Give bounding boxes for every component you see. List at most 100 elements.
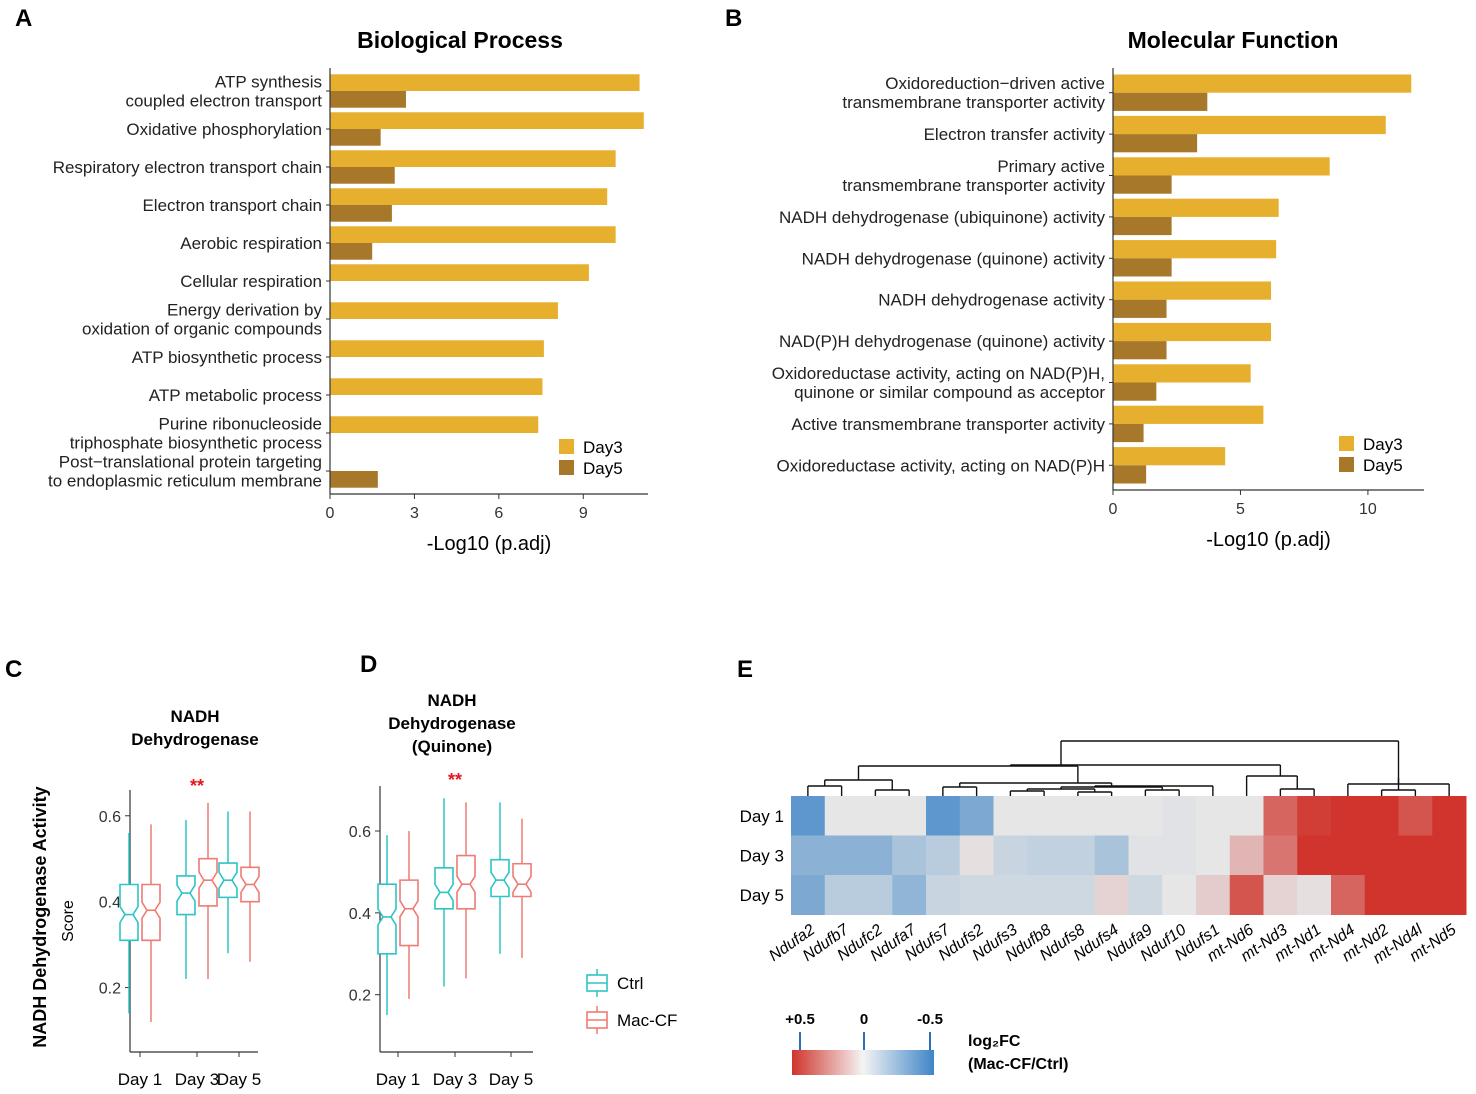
bar-day5-0 bbox=[330, 91, 406, 108]
bar-day5-9 bbox=[1113, 465, 1147, 484]
category-label: Aerobic respiration bbox=[180, 234, 322, 253]
category-label: NADH dehydrogenase activity bbox=[878, 291, 1105, 310]
legend-label-day3: Day3 bbox=[583, 438, 623, 457]
heat-cell-r1-c16 bbox=[1331, 835, 1366, 876]
box-mac-cf-day-3 bbox=[198, 857, 218, 907]
heat-cell-r2-c7 bbox=[1027, 875, 1062, 915]
bar-day3-0 bbox=[1113, 74, 1412, 93]
heat-cell-r1-c19 bbox=[1432, 835, 1467, 876]
category-label: Cellular respiration bbox=[180, 272, 322, 291]
bar-day3-7 bbox=[330, 340, 544, 357]
box-legend: Ctrl Mac-CF bbox=[586, 969, 677, 1034]
box-ctrl-day-1 bbox=[377, 883, 397, 955]
legend-label-mac-cf: Mac-CF bbox=[617, 1011, 677, 1030]
heat-cell-r2-c13 bbox=[1229, 875, 1264, 915]
chart-title: Molecular Function bbox=[1128, 27, 1339, 53]
chart-title: NADH bbox=[427, 691, 476, 710]
panel-label-b: B bbox=[725, 5, 742, 32]
x-tick-label: 5 bbox=[1236, 501, 1245, 518]
heat-cell-r1-c13 bbox=[1229, 835, 1264, 876]
heat-cell-r1-c11 bbox=[1162, 835, 1197, 876]
heat-cell-r1-c2 bbox=[858, 835, 893, 876]
y-tick-label: 0.4 bbox=[99, 895, 121, 912]
legend-label-day5: Day5 bbox=[583, 459, 623, 478]
y-tick-label: 0.6 bbox=[99, 809, 121, 826]
heat-cell-r0-c2 bbox=[858, 796, 893, 836]
y-tick-label: 0.2 bbox=[349, 988, 371, 1005]
category-label: Energy derivation by bbox=[167, 301, 322, 320]
bar-day5-1 bbox=[330, 129, 381, 146]
bar-day3-8 bbox=[1113, 405, 1264, 424]
heat-cell-r0-c11 bbox=[1162, 796, 1197, 836]
panel-label-e: E bbox=[737, 656, 753, 683]
heat-cell-r0-c3 bbox=[892, 796, 927, 836]
heat-cell-r2-c6 bbox=[993, 875, 1028, 915]
heat-cell-r2-c9 bbox=[1094, 875, 1129, 915]
box-ctrl-day-3 bbox=[176, 875, 196, 916]
heat-cell-r1-c18 bbox=[1398, 835, 1433, 876]
category-label: NAD(P)H dehydrogenase (quinone) activity bbox=[779, 332, 1105, 351]
chart-molecular-function: Molecular Function Oxidoreduction−driven … bbox=[772, 27, 1424, 551]
category-label: to endoplasmic reticulum membrane bbox=[48, 472, 322, 491]
bar-day3-0 bbox=[330, 74, 640, 91]
row-label: Day 3 bbox=[740, 846, 784, 865]
panel-label-d: D bbox=[360, 651, 377, 678]
bar-day5-4 bbox=[1113, 258, 1172, 277]
bar-day5-8 bbox=[1113, 423, 1144, 443]
box-ctrl-day-1 bbox=[119, 883, 139, 942]
heat-cell-r1-c4 bbox=[926, 835, 961, 876]
heat-cell-r0-c16 bbox=[1331, 796, 1366, 836]
legend-swatch-day5 bbox=[1339, 457, 1354, 472]
bar-day3-5 bbox=[1113, 281, 1272, 300]
x-tick-label: 10 bbox=[1359, 501, 1377, 518]
panel-label-c: C bbox=[5, 656, 22, 683]
heat-cell-r2-c19 bbox=[1432, 875, 1467, 915]
heat-cell-r2-c15 bbox=[1297, 875, 1332, 915]
box-mac-cf-day-1 bbox=[399, 879, 419, 947]
chart-nadh-dehydrogenase-box: NADH Dehydrogenase 0.2 0.4 0.6 Score Day 1 Day … bbox=[30, 707, 261, 1089]
category-label: Post−translational protein targeting bbox=[59, 453, 322, 472]
category-label: ATP metabolic process bbox=[149, 386, 322, 405]
heat-cell-r2-c12 bbox=[1196, 875, 1231, 915]
category-label: Respiratory electron transport chain bbox=[53, 158, 322, 177]
heat-cell-r0-c7 bbox=[1027, 796, 1062, 836]
x-tick-label: 0 bbox=[1109, 501, 1118, 518]
category-label: Oxidoreductase activity, acting on NAD(P… bbox=[772, 364, 1105, 383]
bar-day5-6 bbox=[1113, 341, 1167, 360]
legend-tick-label: +0.5 bbox=[785, 1011, 815, 1028]
category-label: Oxidoreduction−driven active bbox=[885, 74, 1105, 93]
x-tick-label: 9 bbox=[579, 505, 588, 522]
category-label: NADH dehydrogenase (ubiquinone) activity bbox=[779, 208, 1106, 227]
legend-colorbar bbox=[792, 1050, 934, 1075]
bar-day3-6 bbox=[1113, 322, 1272, 342]
chart-title: Biological Process bbox=[357, 27, 563, 53]
legend-label-day5: Day5 bbox=[1363, 456, 1403, 475]
y-tick-label: 0.2 bbox=[99, 981, 121, 998]
heat-cell-r2-c14 bbox=[1263, 875, 1298, 915]
bar-day5-2 bbox=[1113, 175, 1172, 194]
heat-cell-r1-c17 bbox=[1364, 835, 1399, 876]
significance-marker: ** bbox=[190, 776, 204, 796]
bar-day3-2 bbox=[330, 150, 616, 167]
heat-cell-r0-c15 bbox=[1297, 796, 1332, 836]
bar-day5-10 bbox=[330, 471, 378, 488]
category-label: triphosphate biosynthetic process bbox=[70, 434, 322, 453]
bar-day3-3 bbox=[330, 188, 608, 205]
heat-cell-r1-c0 bbox=[791, 835, 826, 876]
chart-title: (Quinone) bbox=[412, 737, 492, 756]
bar-day3-2 bbox=[1113, 157, 1330, 176]
y-tick-label: 0.6 bbox=[349, 824, 371, 841]
legend-tick-label: 0 bbox=[860, 1011, 868, 1028]
bar-day3-5 bbox=[330, 264, 589, 281]
heat-cell-r1-c8 bbox=[1061, 835, 1096, 876]
bar-day3-1 bbox=[330, 112, 644, 129]
heat-cell-r0-c1 bbox=[824, 796, 859, 836]
heat-cell-r0-c10 bbox=[1128, 796, 1163, 836]
x-axis-label: -Log10 (p.adj) bbox=[1206, 529, 1331, 551]
bar-day3-4 bbox=[330, 226, 616, 243]
y-axis-title: NADH Dehydrogenase Activity bbox=[30, 786, 50, 1047]
heat-cell-r1-c9 bbox=[1094, 835, 1129, 876]
category-label: Purine ribonucleoside bbox=[159, 415, 323, 434]
legend-label-day3: Day3 bbox=[1363, 435, 1403, 454]
